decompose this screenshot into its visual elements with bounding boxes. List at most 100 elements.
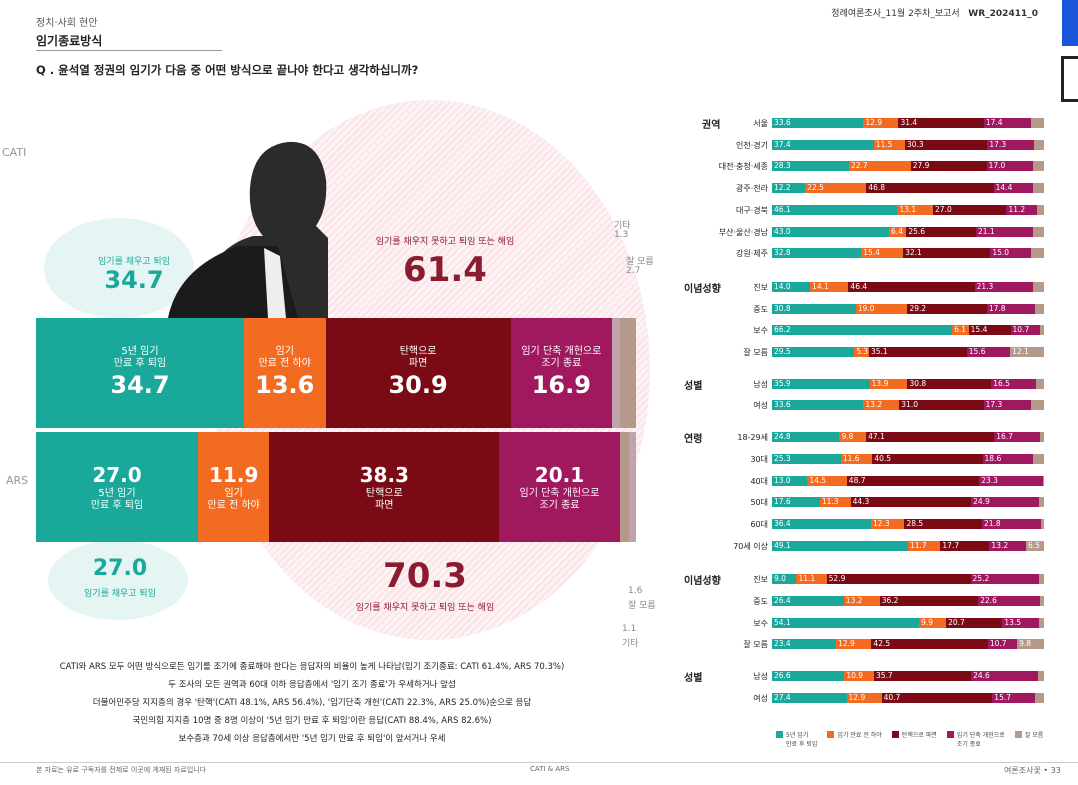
row-bar: 43.0 6.4 25.6 21.1 [772,226,1044,237]
group-title: 성별 [684,380,703,392]
row-label: 여성 [753,693,768,703]
summary-line: 두 조사의 모든 권역과 60대 이하 응답층에서 '임기 조기 종료'가 우세… [168,680,456,690]
bar-segment: 46.4 [848,281,975,292]
bar-segment: 13.2 [843,596,880,606]
cati-other-value: 1.3 [614,230,629,240]
bar-segment: 14.1 [810,281,849,292]
bar-segment: 29.2 [907,303,987,314]
row-label: 40대 [750,476,768,486]
bar-segment: 15.6 [966,347,1011,357]
bar-segment: 49.1 [772,540,908,551]
page-title: 임기종료방식 [36,34,103,48]
bar-segment: 20.7 [946,617,1003,628]
bar-segment: 17.6 [772,497,820,508]
cati-method-label: CATI [2,146,27,159]
legend-item: 임기 단축 개헌으로 조기 종료 [946,730,1005,748]
bar-segment [1033,226,1044,237]
ars-segment: 38.3 탄핵으로 파면 [269,432,500,542]
ars-dk-label: 잘 모름 [628,601,656,611]
row-bar: 9.0 11.1 52.9 25.2 [772,574,1044,585]
row-label: 진보 [753,282,768,292]
bar-segment: 17.7 [940,540,990,551]
row-label: 18-29세 [737,433,768,443]
bar-segment: 28.5 [904,518,982,529]
legend-label: 잘 모름 [1024,732,1044,739]
cati-segment [612,318,620,428]
row-bar: 24.8 9.8 47.1 16.7 [772,432,1044,443]
ars-segment: 11.9 임기 만료 전 하야 [198,432,270,542]
bar-segment [1035,692,1044,703]
legend-swatch [827,731,835,738]
row-bar: 28.3 22.7 27.9 17.0 [772,161,1044,172]
survey-question: Q . 윤석열 정권의 임기가 다음 중 어떤 방식으로 끝나야 한다고 생각하… [36,63,419,77]
bar-segment: 32.1 [903,248,991,259]
group-title: 권역 [702,120,721,131]
row-bar: 35.9 13.9 30.8 16.5 [772,378,1044,389]
bar-segment: 37.4 [772,139,874,150]
bar-segment: 21.1 [975,226,1034,237]
row-label: 광주·전라 [736,184,768,194]
bar-segment: 29.5 [772,347,855,357]
bar-segment: 13.2 [989,540,1026,551]
bar-segment: 25.6 [906,226,976,237]
segment-label: 탄핵으로 파면 [399,346,437,369]
row-label: 대구·경북 [736,205,768,215]
bar-segment: 31.0 [899,400,984,411]
row-bar: 13.0 14.5 48.7 23.3 [772,475,1044,486]
row-bar: 26.6 10.9 35.7 24.6 [772,671,1044,682]
row-bar: 25.3 11.6 40.5 18.6 [772,453,1044,464]
footer-page: 여론조사꽃 • 33 [1004,766,1061,775]
bar-segment: 23.3 [979,475,1043,486]
ars-other-value: 1.1 [622,624,637,634]
bar-segment: 30.3 [904,139,988,150]
page-number-graphic [1061,56,1078,102]
bar-segment: 30.8 [772,303,856,314]
bar-segment: 24.9 [971,497,1039,508]
cati-segment: 임기 만료 전 하야 13.6 [243,318,326,428]
bar-segment: 12.9 [863,118,899,128]
row-label: 부산·울산·경남 [718,227,768,237]
cati-dk-value: 2.7 [626,266,641,276]
bar-segment: 11.7 [908,540,941,551]
segment-label: 5년 임기 만료 후 퇴임 [113,346,167,369]
row-bar: 27.4 12.9 40.7 15.7 [772,692,1044,703]
bar-segment: 13.9 [869,378,908,389]
group-title: 성별 [684,673,703,685]
bar-segment: 17.4 [983,118,1032,128]
row-bar: 14.0 14.1 46.4 21.3 [772,281,1044,292]
subgroup-chart: 권역 서울 33.6 12.9 31.4 17.4 인천·경기 37.4 11.5 30.3 17.… [660,0,1078,760]
bar-segment: 31.4 [898,118,984,128]
ars-other-label: 기타 [622,639,639,649]
bar-segment: 36.2 [879,596,979,606]
bar-segment: 33.6 [772,118,864,128]
bar-segment: 11.1 [796,574,827,585]
bar-segment: 13.5 [1002,617,1040,628]
bar-segment [1033,453,1044,464]
row-label: 서울 [753,119,768,128]
bar-segment: 26.6 [772,671,845,682]
row-bar: 12.2 22.5 46.8 14.4 [772,183,1044,194]
cati-main-bar: 5년 임기 만료 후 퇴임 34.7 임기 만료 전 하야 13.6 탄핵으로 파면 30… [36,318,636,428]
summary-line: CATI와 ARS 모두 어떤 방식으로든 임기를 조기에 종료해야 한다는 응… [59,662,565,672]
summary-line: 보수층과 70세 이상 응답층에서만 '5년 임기 만료 후 퇴임'이 앞서거나… [178,734,446,744]
cati-keep-label: 임기를 채우고 퇴임 [98,257,170,267]
title-divider [36,50,222,51]
bar-segment: 46.8 [866,183,994,194]
bar-segment: 12.3 [871,518,905,529]
legend-swatch [1014,731,1022,738]
bar-segment [1032,161,1044,172]
bar-segment: 21.8 [981,518,1042,529]
row-bar: 46.1 13.1 27.0 11.2 [772,204,1044,215]
bar-segment: 24.6 [971,671,1038,682]
summary-line: 국민의힘 지지층 10명 중 8명 이상이 '5년 임기 만료 후 퇴임'이란 … [132,716,492,726]
group-title: 이념성향 [684,576,721,588]
bar-segment: 15.0 [990,248,1032,259]
bar-segment: 17.0 [986,161,1033,172]
cati-other-label: 기타 [614,221,631,231]
cati-segment [619,318,636,428]
row-label: 잘 모름 [743,640,768,650]
bar-segment: 9.8 [1017,639,1044,650]
bar-segment: 14.5 [807,475,847,486]
bar-segment [1031,118,1044,128]
legend-swatch [946,731,954,738]
